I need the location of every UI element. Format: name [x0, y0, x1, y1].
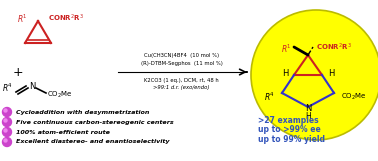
Text: up to 99% yield: up to 99% yield — [258, 136, 325, 145]
Text: $R^4$: $R^4$ — [265, 91, 276, 103]
Text: >99:1 d.r. (exo/endo): >99:1 d.r. (exo/endo) — [153, 85, 210, 90]
Text: +: + — [13, 66, 23, 79]
Text: CONR$^2$R$^3$: CONR$^2$R$^3$ — [316, 41, 352, 53]
Text: CONR$^2$R$^3$: CONR$^2$R$^3$ — [48, 12, 84, 24]
Circle shape — [3, 118, 11, 127]
Text: up to >99% ee: up to >99% ee — [258, 126, 321, 134]
Text: N: N — [29, 81, 35, 90]
Text: $R^1$: $R^1$ — [281, 43, 292, 55]
Text: CO$_2$Me: CO$_2$Me — [341, 92, 367, 102]
Text: Cu(CH3CN)4BF4  (10 mol %): Cu(CH3CN)4BF4 (10 mol %) — [144, 52, 219, 57]
Text: K2CO3 (1 eq.), DCM, rt, 48 h: K2CO3 (1 eq.), DCM, rt, 48 h — [144, 77, 219, 82]
Text: 100% atom-efficient route: 100% atom-efficient route — [16, 129, 110, 134]
Circle shape — [3, 108, 11, 117]
Text: N: N — [305, 104, 311, 113]
Text: Cycloaddition with desymmetrization: Cycloaddition with desymmetrization — [16, 109, 149, 114]
Text: H: H — [305, 112, 311, 120]
Circle shape — [251, 10, 378, 140]
Text: H: H — [328, 68, 334, 77]
Text: (R)-DTBM-Segphos  (11 mol %): (R)-DTBM-Segphos (11 mol %) — [141, 61, 222, 66]
Circle shape — [3, 137, 11, 147]
Text: CO$_2$Me: CO$_2$Me — [47, 90, 73, 100]
Text: $R^1$: $R^1$ — [17, 13, 28, 25]
Circle shape — [4, 139, 7, 142]
Text: $R^4$: $R^4$ — [3, 82, 14, 94]
Circle shape — [4, 109, 7, 112]
Circle shape — [4, 119, 7, 122]
Text: Excellent diastereo- and enantioselectivity: Excellent diastereo- and enantioselectiv… — [16, 139, 169, 145]
Circle shape — [3, 128, 11, 137]
Circle shape — [4, 129, 7, 132]
Text: Five continuous carbon-stereogenic centers: Five continuous carbon-stereogenic cente… — [16, 119, 174, 124]
Text: >27 examples: >27 examples — [258, 115, 319, 124]
Text: H: H — [282, 68, 288, 77]
